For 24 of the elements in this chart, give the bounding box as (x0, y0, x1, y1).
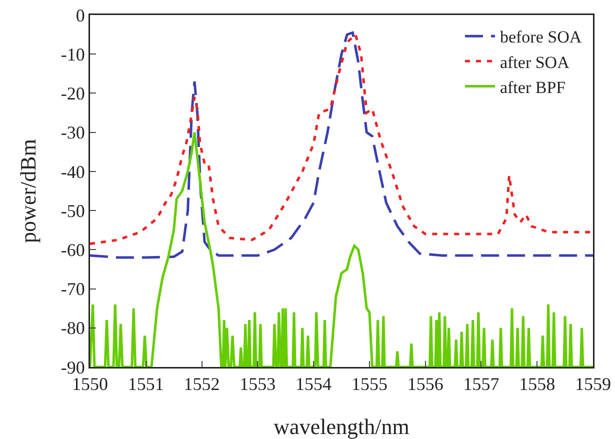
legend-label: before SOA (500, 28, 582, 47)
x-tick-label: 1559 (575, 374, 611, 394)
y-tick-label: -80 (60, 318, 85, 338)
y-tick-label: -60 (60, 240, 85, 260)
x-tick-label: 1554 (296, 374, 332, 394)
x-tick-label: 1551 (128, 374, 164, 394)
x-tick-label: 1558 (519, 374, 556, 394)
y-tick-label: -40 (60, 162, 85, 182)
y-tick-label: -30 (60, 122, 85, 143)
x-tick-label: 1555 (351, 374, 388, 394)
y-tick-label: -70 (60, 279, 85, 300)
line-series (90, 131, 593, 367)
legend-label: after SOA (500, 52, 570, 72)
x-tick-label: 1557 (463, 374, 500, 394)
x-tick-label: 1552 (184, 374, 220, 394)
y-axis-title: power/dBm (16, 139, 40, 243)
legend-label: after BPF (500, 78, 566, 97)
x-axis-title: wavelength/nm (274, 414, 410, 439)
y-tick-label: -20 (60, 84, 85, 104)
x-tick-label: 1553 (240, 374, 276, 394)
y-tick-label: -50 (60, 200, 85, 221)
y-tick-label: -10 (60, 44, 85, 64)
y-tick-label: 0 (76, 5, 85, 26)
x-tick-label: 1556 (407, 374, 444, 394)
